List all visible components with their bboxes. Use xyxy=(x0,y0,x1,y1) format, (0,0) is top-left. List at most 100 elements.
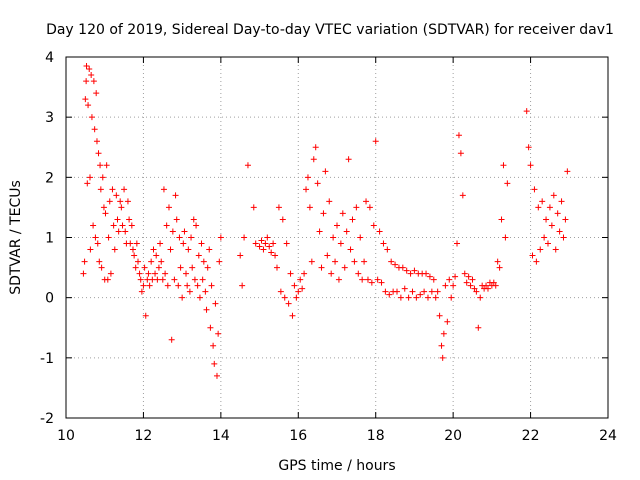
data-point xyxy=(127,240,134,247)
data-point xyxy=(471,285,478,292)
data-point xyxy=(523,108,530,115)
data-point xyxy=(293,294,300,301)
data-point xyxy=(351,258,358,265)
data-point xyxy=(525,144,532,151)
data-point xyxy=(498,216,505,223)
data-point xyxy=(359,276,366,283)
data-point xyxy=(439,354,446,361)
data-point xyxy=(475,324,482,331)
data-point xyxy=(543,216,550,223)
data-point xyxy=(179,294,186,301)
data-point xyxy=(114,216,121,223)
data-point xyxy=(461,270,468,277)
data-point xyxy=(281,294,288,301)
data-point xyxy=(484,285,491,292)
data-point xyxy=(181,228,188,235)
data-point xyxy=(268,249,275,256)
data-point xyxy=(502,234,509,241)
data-point xyxy=(374,276,381,283)
data-point xyxy=(153,252,160,259)
data-point xyxy=(86,66,93,73)
data-point xyxy=(93,138,100,145)
data-point xyxy=(299,285,306,292)
data-point xyxy=(413,294,420,301)
data-point xyxy=(376,228,383,235)
data-point xyxy=(115,228,122,235)
data-point xyxy=(202,288,209,295)
data-point xyxy=(82,96,89,103)
data-point xyxy=(401,285,408,292)
data-point xyxy=(159,276,166,283)
data-point xyxy=(103,162,110,169)
data-point xyxy=(291,282,298,289)
data-point xyxy=(452,273,459,280)
data-point xyxy=(84,180,91,187)
data-point xyxy=(341,264,348,271)
data-point xyxy=(111,246,118,253)
data-point xyxy=(279,216,286,223)
data-point xyxy=(260,246,267,253)
data-point xyxy=(326,198,333,205)
data-point xyxy=(442,282,449,289)
data-point xyxy=(167,246,174,253)
data-point xyxy=(106,198,113,205)
data-point xyxy=(98,264,105,271)
data-point xyxy=(217,234,224,241)
y-tick-label: -2 xyxy=(40,411,54,427)
data-point xyxy=(345,156,352,163)
x-tick-label: 18 xyxy=(367,428,385,444)
data-point xyxy=(204,264,211,271)
data-point xyxy=(132,264,139,271)
data-point xyxy=(318,264,325,271)
data-point xyxy=(564,168,571,175)
data-point xyxy=(252,240,259,247)
data-point xyxy=(183,270,190,277)
data-point xyxy=(552,246,559,253)
x-tick-label: 24 xyxy=(599,428,617,444)
data-point xyxy=(432,294,439,301)
x-tick-label: 12 xyxy=(135,428,153,444)
data-point xyxy=(554,210,561,217)
data-point xyxy=(165,204,172,211)
data-point xyxy=(473,288,480,295)
data-point xyxy=(314,180,321,187)
data-point xyxy=(417,291,424,298)
chart-title: Day 120 of 2019, Sidereal Day-to-day VTE… xyxy=(46,22,614,38)
data-point xyxy=(357,234,364,241)
data-point xyxy=(392,261,399,268)
data-point xyxy=(335,276,342,283)
data-point xyxy=(370,222,377,229)
data-point xyxy=(465,273,472,280)
x-tick-label: 22 xyxy=(522,428,540,444)
data-point xyxy=(368,279,375,286)
data-point xyxy=(113,192,120,199)
data-point xyxy=(363,198,370,205)
data-point xyxy=(535,204,542,211)
x-tick-label: 20 xyxy=(444,428,462,444)
data-point xyxy=(372,138,379,145)
data-point xyxy=(295,288,302,295)
data-point xyxy=(556,228,563,235)
y-tick-label: -1 xyxy=(40,351,54,367)
data-point xyxy=(150,246,157,253)
data-point xyxy=(409,288,416,295)
data-point xyxy=(244,162,251,169)
data-point xyxy=(211,360,218,367)
data-point xyxy=(438,342,445,349)
data-point xyxy=(206,246,213,253)
data-point xyxy=(366,204,373,211)
data-point xyxy=(343,228,350,235)
data-point xyxy=(541,234,548,241)
data-point xyxy=(105,234,112,241)
data-point xyxy=(306,204,313,211)
data-point xyxy=(262,240,269,247)
data-point xyxy=(83,63,90,70)
data-point xyxy=(164,282,171,289)
data-point xyxy=(303,186,310,193)
data-point xyxy=(436,312,443,319)
data-point xyxy=(355,270,362,277)
data-point xyxy=(328,270,335,277)
data-point xyxy=(102,210,109,217)
data-point xyxy=(177,264,184,271)
data-point xyxy=(330,234,337,241)
